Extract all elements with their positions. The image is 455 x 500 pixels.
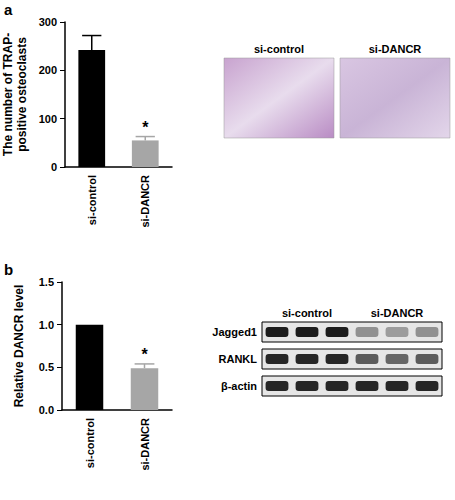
svg-text:100: 100	[39, 113, 57, 125]
svg-text:*: *	[141, 346, 148, 363]
svg-text:0.5: 0.5	[39, 361, 54, 373]
svg-text:a: a	[4, 1, 13, 18]
svg-text:200: 200	[39, 64, 57, 76]
svg-text:0.0: 0.0	[39, 404, 54, 416]
svg-text:b: b	[4, 261, 13, 278]
svg-text:1.0: 1.0	[39, 319, 54, 331]
svg-text:0: 0	[51, 161, 57, 173]
svg-text:si-control: si-control	[282, 307, 332, 319]
svg-text:β-actin: β-actin	[221, 380, 257, 392]
svg-text:The number of TRAP-: The number of TRAP-	[1, 33, 15, 156]
svg-text:si-control: si-control	[86, 175, 98, 225]
svg-text:1.5: 1.5	[39, 276, 54, 288]
svg-text:Relative DANCR level: Relative DANCR level	[12, 285, 26, 408]
svg-text:positive osteoclasts: positive osteoclasts	[15, 37, 29, 152]
svg-text:si-control: si-control	[84, 418, 96, 468]
svg-text:300: 300	[39, 16, 57, 28]
svg-text:si-control: si-control	[254, 43, 304, 55]
svg-text:RANKL: RANKL	[219, 353, 258, 365]
svg-text:si-DANCR: si-DANCR	[139, 418, 151, 471]
svg-text:*: *	[142, 119, 149, 136]
svg-text:si-DANCR: si-DANCR	[369, 43, 422, 55]
svg-text:si-DANCR: si-DANCR	[139, 175, 151, 228]
svg-text:si-DANCR: si-DANCR	[371, 307, 424, 319]
svg-text:Jagged1: Jagged1	[212, 326, 257, 338]
